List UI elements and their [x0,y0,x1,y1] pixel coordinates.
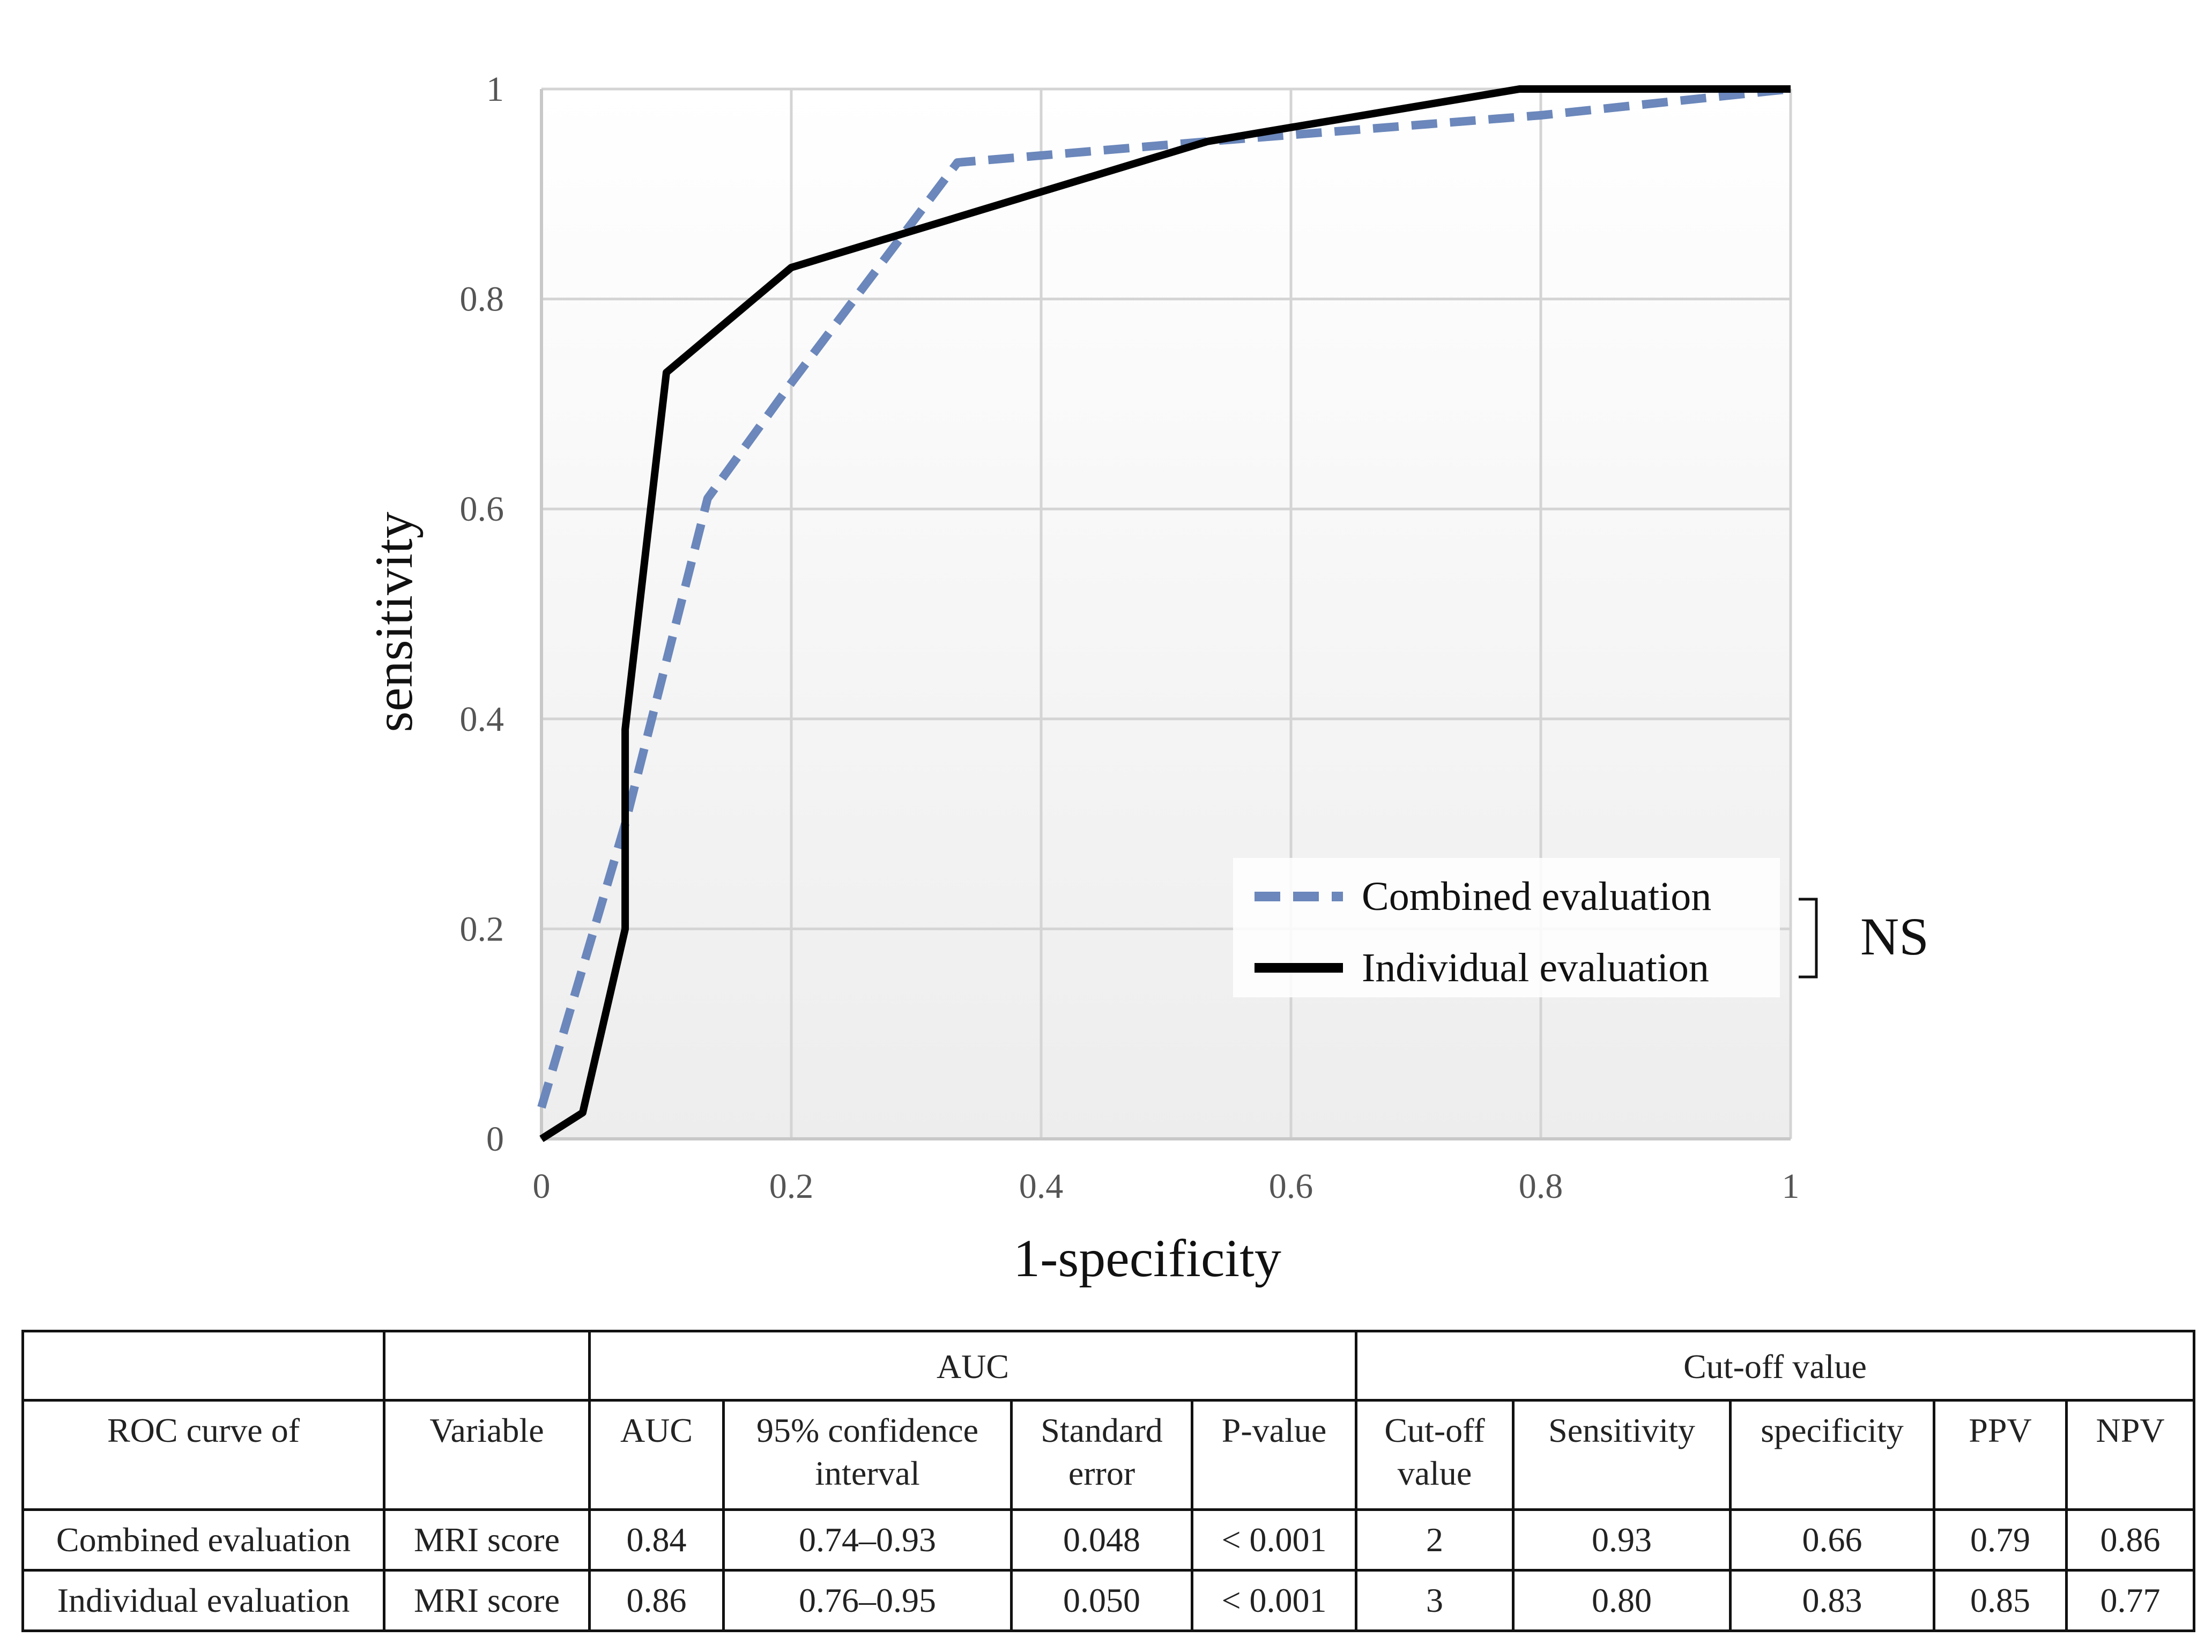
x-tick-labels: 0 0.2 0.4 0.6 0.8 1 [533,1167,1800,1206]
column-header: ROC curve of [21,1399,385,1511]
table-cell: 0.84 [588,1508,725,1572]
table-cell: Combined evaluation [21,1508,385,1572]
group-header-row: AUC Cut-off value [21,1330,2196,1402]
legend-label-combined: Combined evaluation [1362,874,1711,919]
x-tick-label: 1 [1782,1167,1800,1206]
y-tick-label: 0.4 [460,700,504,739]
table-cell: 0.77 [2065,1569,2196,1632]
table-cell: 2 [1355,1508,1515,1572]
series-line-combined [537,85,1791,1109]
cutoff-group-header: Cut-off value [1354,1330,2196,1402]
table-cell: 0.85 [1933,1569,2068,1632]
y-tick-label: 1 [486,70,504,109]
series-line-individual [539,85,1791,1142]
table-cell: 0.050 [1010,1569,1193,1632]
table-cell: 0.86 [2065,1508,2196,1572]
legend: Combined evaluation Individual evaluatio… [1233,858,1780,997]
table-row: Individual evaluation MRI score 0.86 0.7… [21,1569,2196,1632]
column-header: P-value [1191,1399,1357,1511]
empty-cell [21,1330,385,1402]
y-tick-labels: 0 0.2 0.4 0.6 0.8 1 [460,70,504,1159]
table-cell: 0.74–0.93 [722,1508,1013,1572]
y-tick-label: 0.8 [460,280,504,319]
ns-annotation: NS [1860,907,1929,966]
table-cell: 0.86 [588,1569,725,1632]
table-row: Combined evaluation MRI score 0.84 0.74–… [21,1508,2196,1572]
legend-label-individual: Individual evaluation [1362,945,1709,990]
column-header-row: ROC curve of Variable AUC 95% confidence… [21,1399,2196,1511]
y-axis-label: sensitivity [364,512,424,732]
table-cell: 0.80 [1512,1569,1732,1632]
empty-cell [383,1330,591,1402]
table-cell: 0.048 [1010,1508,1193,1572]
auc-group-header: AUC [588,1330,1357,1402]
axes [540,89,1791,1140]
series-layer [537,85,1791,1142]
y-tick-label: 0 [486,1120,504,1159]
y-tick-label: 0.2 [460,909,504,949]
legend-background [1233,858,1780,997]
x-tick-label: 0.8 [1519,1167,1563,1206]
table-cell: 0.66 [1729,1508,1935,1572]
column-header: AUC [588,1399,725,1511]
column-header: 95% confidence interval [722,1399,1013,1511]
x-axis-label: 1-specificity [1013,1228,1281,1288]
table-cell: 3 [1355,1569,1515,1632]
table-cell: Individual evaluation [21,1569,385,1632]
table-cell: < 0.001 [1191,1569,1357,1632]
x-tick-label: 0.6 [1269,1167,1313,1206]
table-cell: 0.76–0.95 [722,1569,1013,1632]
x-tick-label: 0 [533,1167,551,1206]
column-header: Standard error [1010,1399,1193,1511]
stats-table: AUC Cut-off value ROC curve of Variable … [21,1330,2196,1632]
table-cell: 0.83 [1729,1569,1935,1632]
x-tick-label: 0.4 [1019,1167,1064,1206]
column-header: Cut-off value [1355,1399,1515,1511]
column-header: NPV [2065,1399,2196,1511]
table-cell: MRI score [383,1508,591,1572]
column-header: Sensitivity [1512,1399,1732,1511]
roc-chart: 0 0.2 0.4 0.6 0.8 1 0 0.2 0.4 0.6 0.8 1 1-specific… [364,70,1929,1288]
table-cell: 0.93 [1512,1508,1732,1572]
column-header: PPV [1933,1399,2068,1511]
y-tick-label: 0.6 [460,490,504,529]
ns-bracket [1799,898,1818,979]
table-cell: < 0.001 [1191,1508,1357,1572]
table-cell: MRI score [383,1569,591,1632]
column-header: specificity [1729,1399,1935,1511]
table-cell: 0.79 [1933,1508,2068,1572]
column-header: Variable [383,1399,591,1511]
x-tick-label: 0.2 [769,1167,814,1206]
